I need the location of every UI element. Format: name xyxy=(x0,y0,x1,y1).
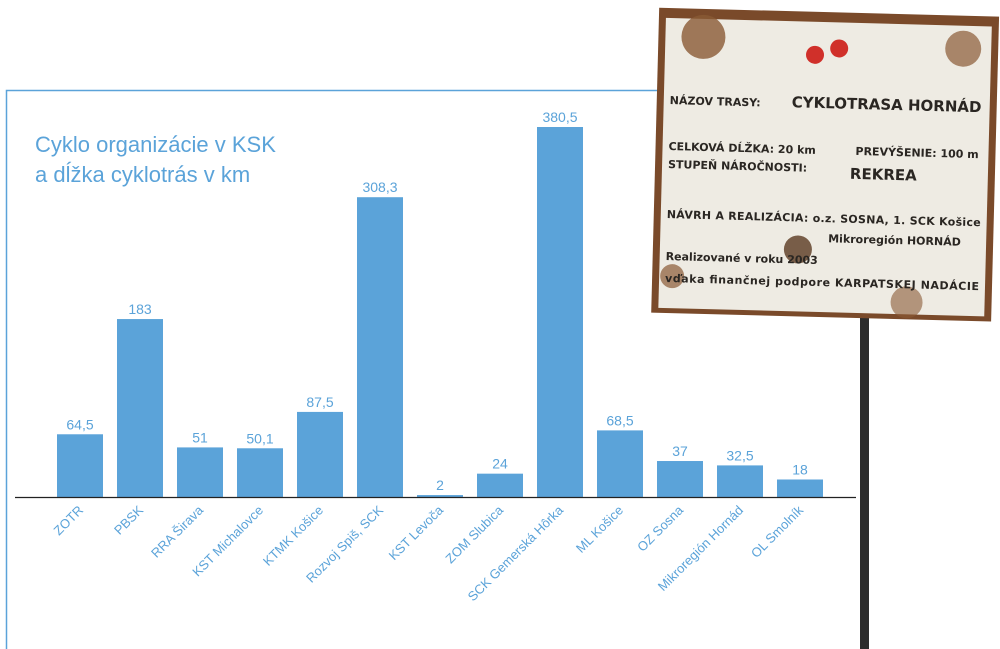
logo xyxy=(830,39,849,58)
bar xyxy=(297,411,343,497)
value-label: 87,5 xyxy=(306,394,333,410)
bar xyxy=(537,127,583,497)
bar xyxy=(117,319,163,497)
rust xyxy=(890,286,923,319)
value-label: 24 xyxy=(492,456,508,472)
sign-text: Mikroregión HORNÁD xyxy=(828,232,961,248)
value-label: 50,1 xyxy=(246,430,273,446)
rust xyxy=(783,235,812,264)
value-label: 64,5 xyxy=(66,416,93,432)
value-label: 68,5 xyxy=(606,412,633,428)
sign: NÁZOV TRASY: CYKLOTRASA HORNÁD CELKOVÁ DĹŽ… xyxy=(651,7,1000,322)
rust xyxy=(681,14,726,59)
sign-text: CYKLOTRASA HORNÁD xyxy=(792,92,982,116)
sign-text: Realizované v roku 2003 xyxy=(666,250,818,267)
sign-face xyxy=(658,17,992,317)
sign-text: CELKOVÁ DĹŽKA: 20 km xyxy=(668,140,816,157)
rust xyxy=(660,264,685,289)
value-label: 308,3 xyxy=(362,179,397,195)
bar xyxy=(777,479,823,497)
value-label: 2 xyxy=(436,477,444,493)
bar xyxy=(477,473,523,497)
sign-post xyxy=(860,300,869,649)
value-label: 18 xyxy=(792,461,808,477)
bar xyxy=(597,430,643,497)
sign-text: STUPEŇ NÁROČNOSTI: xyxy=(668,158,807,175)
sign-text: PREVÝŠENIE: 100 m xyxy=(855,145,979,161)
chart-title: a dĺžka cyklotrás v km xyxy=(35,162,250,187)
value-label: 380,5 xyxy=(542,109,577,125)
bar xyxy=(357,197,403,497)
sign-text: NÁZOV TRASY: xyxy=(670,94,761,109)
value-label: 37 xyxy=(672,443,688,459)
value-label: 183 xyxy=(128,301,152,317)
chart-title: Cyklo organizácie v KSK xyxy=(35,132,276,157)
bar xyxy=(417,495,463,497)
bar xyxy=(717,465,763,497)
rust xyxy=(945,30,982,67)
bar xyxy=(657,461,703,497)
bar xyxy=(57,434,103,497)
value-label: 32,5 xyxy=(726,447,753,463)
bar xyxy=(237,448,283,497)
bar xyxy=(177,447,223,497)
sign-text: REKREA xyxy=(850,165,918,185)
value-label: 51 xyxy=(192,429,208,445)
logo xyxy=(806,45,825,64)
